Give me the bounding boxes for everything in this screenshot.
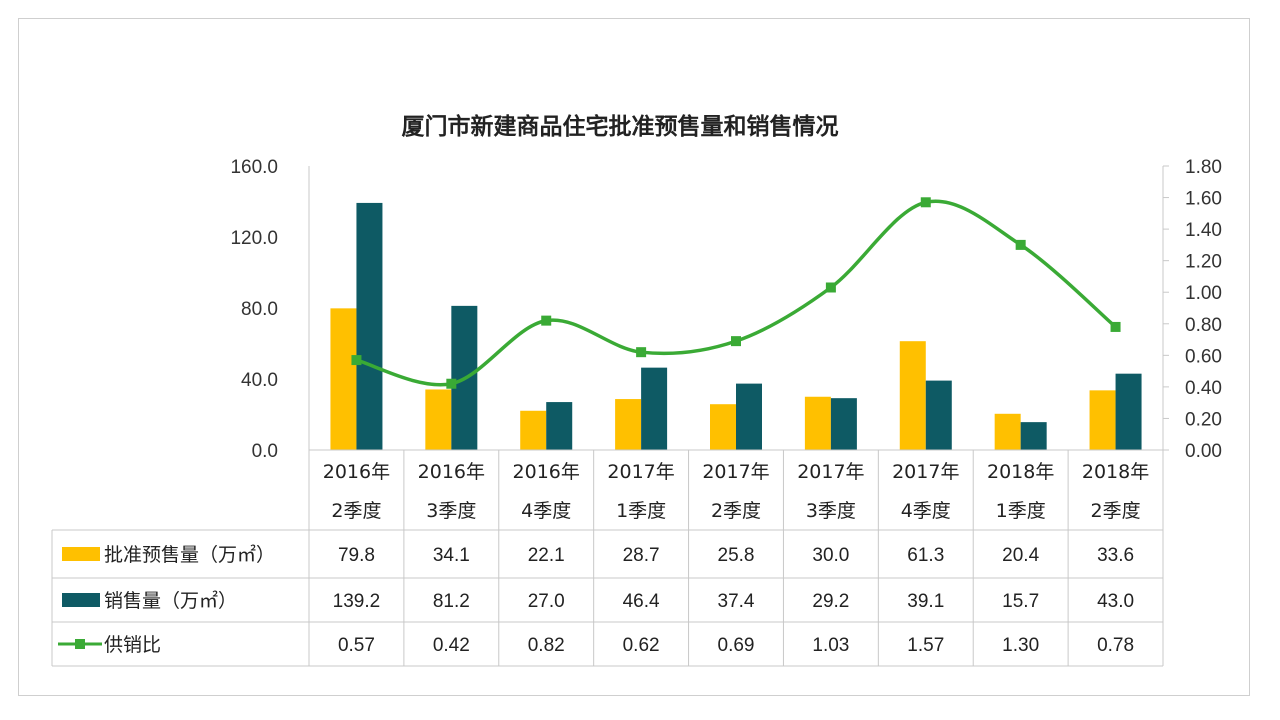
data-label-2-4: 0.69 bbox=[718, 635, 755, 656]
data-label-2-3: 0.62 bbox=[623, 635, 660, 656]
supply-sales-ratio-point-8 bbox=[1110, 321, 1121, 332]
category-label-year: 2018年 bbox=[1082, 461, 1149, 483]
supply-sales-ratio-point-3 bbox=[636, 347, 647, 358]
data-label-1-4: 37.4 bbox=[718, 591, 755, 612]
legend-key-marker bbox=[75, 639, 85, 649]
category-label-quarter: 3季度 bbox=[426, 500, 476, 522]
bar-sales-0 bbox=[356, 202, 383, 450]
data-label-0-7: 20.4 bbox=[1002, 545, 1039, 566]
bar-sales-2 bbox=[546, 402, 573, 450]
left-axis-tick-label: 0.0 bbox=[252, 441, 278, 462]
right-axis-tick-label: 0.80 bbox=[1185, 315, 1222, 336]
bars bbox=[330, 202, 1142, 450]
data-label-1-3: 46.4 bbox=[623, 591, 660, 612]
bar-sales-4 bbox=[736, 383, 762, 450]
supply-sales-ratio-point-7 bbox=[1015, 239, 1026, 250]
data-label-2-6: 1.57 bbox=[907, 635, 944, 656]
supply-sales-ratio-point-5 bbox=[825, 282, 836, 293]
data-label-1-7: 15.7 bbox=[1002, 591, 1039, 612]
bar-approved-presale-6 bbox=[899, 341, 926, 450]
bar-approved-presale-5 bbox=[804, 396, 831, 450]
data-label-1-5: 29.2 bbox=[812, 591, 849, 612]
supply-sales-ratio-line bbox=[351, 197, 1121, 389]
left-axis-tick-label: 120.0 bbox=[230, 228, 278, 249]
category-label-year: 2016年 bbox=[323, 461, 390, 483]
supply-sales-ratio-point-4 bbox=[731, 336, 741, 347]
category-label-quarter: 2季度 bbox=[711, 500, 761, 522]
left-axis-tick-label: 160.0 bbox=[230, 157, 278, 178]
data-label-2-1: 0.42 bbox=[433, 635, 470, 656]
data-label-0-6: 61.3 bbox=[907, 545, 944, 566]
bar-approved-presale-7 bbox=[994, 413, 1021, 450]
supply-sales-ratio-point-6 bbox=[920, 197, 931, 208]
right-axis-tick-label: 1.40 bbox=[1185, 220, 1222, 241]
data-label-0-3: 28.7 bbox=[623, 545, 660, 566]
data-label-1-6: 39.1 bbox=[907, 591, 944, 612]
legend-key-sales bbox=[62, 593, 100, 607]
category-label-quarter: 3季度 bbox=[806, 500, 856, 522]
left-axis-tick-label: 40.0 bbox=[241, 370, 278, 391]
supply-sales-ratio-point-1 bbox=[446, 378, 457, 389]
right-axis-tick-label: 0.20 bbox=[1185, 409, 1222, 430]
bar-sales-3 bbox=[641, 367, 668, 450]
bar-sales-7 bbox=[1020, 422, 1047, 450]
right-axis-tick-label: 1.60 bbox=[1185, 189, 1222, 210]
data-label-2-7: 1.30 bbox=[1002, 635, 1039, 656]
data-label-1-2: 27.0 bbox=[528, 591, 565, 612]
right-axis-tick-label: 0.00 bbox=[1185, 441, 1222, 462]
data-label-1-0: 139.2 bbox=[333, 591, 381, 612]
category-label-quarter: 2季度 bbox=[331, 500, 381, 522]
right-axis-tick-label: 1.20 bbox=[1185, 252, 1222, 273]
bar-sales-6 bbox=[925, 380, 952, 450]
data-table: 2016年 2季度 2016年 3季度 2016年 4季度 2017年 1季度 2017年 2季度… bbox=[51, 449, 1164, 667]
category-label-year: 2017年 bbox=[797, 461, 864, 483]
data-label-0-0: 79.8 bbox=[338, 545, 375, 566]
data-label-2-2: 0.82 bbox=[528, 635, 565, 656]
chart-frame bbox=[18, 18, 1250, 696]
right-axis-tick-label: 0.40 bbox=[1185, 378, 1222, 399]
category-label-year: 2018年 bbox=[987, 461, 1054, 483]
category-label-quarter: 4季度 bbox=[901, 500, 951, 522]
axes: 0.0 40.0 80.0 120.0 160.0 0.00 0.20 0.40 0.60 0.8… bbox=[230, 157, 1222, 462]
category-label-year: 2017年 bbox=[702, 461, 769, 483]
bar-sales-5 bbox=[830, 398, 857, 450]
right-axis-tick-label: 1.80 bbox=[1185, 157, 1222, 178]
data-label-0-2: 22.1 bbox=[528, 545, 565, 566]
category-label-quarter: 1季度 bbox=[996, 500, 1046, 522]
supply-sales-ratio-point-0 bbox=[351, 355, 362, 366]
right-axis-tick-label: 1.00 bbox=[1185, 283, 1222, 304]
category-label-quarter: 4季度 bbox=[521, 500, 571, 522]
bar-approved-presale-4 bbox=[710, 404, 736, 450]
category-label-quarter: 1季度 bbox=[616, 500, 666, 522]
data-label-0-1: 34.1 bbox=[433, 545, 470, 566]
bar-approved-presale-0 bbox=[330, 308, 357, 450]
data-label-1-1: 81.2 bbox=[433, 591, 470, 612]
data-label-1-8: 43.0 bbox=[1097, 591, 1134, 612]
supply-sales-ratio-point-2 bbox=[541, 315, 552, 326]
data-label-2-0: 0.57 bbox=[338, 635, 375, 656]
data-label-2-5: 1.03 bbox=[812, 635, 849, 656]
category-label-year: 2016年 bbox=[418, 461, 485, 483]
bar-approved-presale-8 bbox=[1089, 390, 1116, 450]
legend-label-2: 供销比 bbox=[104, 634, 161, 656]
category-label-year: 2017年 bbox=[892, 461, 959, 483]
data-label-0-4: 25.8 bbox=[718, 545, 755, 566]
data-label-0-8: 33.6 bbox=[1097, 545, 1134, 566]
bar-sales-8 bbox=[1115, 373, 1142, 450]
chart-title: 厦门市新建商品住宅批准预售量和销售情况 bbox=[402, 113, 839, 140]
legend-label-0: 批准预售量（万㎡） bbox=[104, 543, 275, 566]
right-axis-tick-label: 0.60 bbox=[1185, 346, 1222, 367]
left-axis-tick-label: 80.0 bbox=[241, 299, 278, 320]
category-label-quarter: 2季度 bbox=[1091, 500, 1141, 522]
data-label-2-8: 0.78 bbox=[1097, 635, 1134, 656]
legend-label-1: 销售量（万㎡） bbox=[104, 589, 237, 612]
category-label-year: 2016年 bbox=[513, 461, 580, 483]
legend-key-approved-presale bbox=[62, 547, 100, 561]
bar-approved-presale-1 bbox=[425, 389, 452, 450]
category-label-year: 2017年 bbox=[607, 461, 674, 483]
data-label-0-5: 30.0 bbox=[812, 545, 849, 566]
bar-approved-presale-2 bbox=[520, 410, 547, 450]
bar-approved-presale-3 bbox=[615, 399, 642, 450]
